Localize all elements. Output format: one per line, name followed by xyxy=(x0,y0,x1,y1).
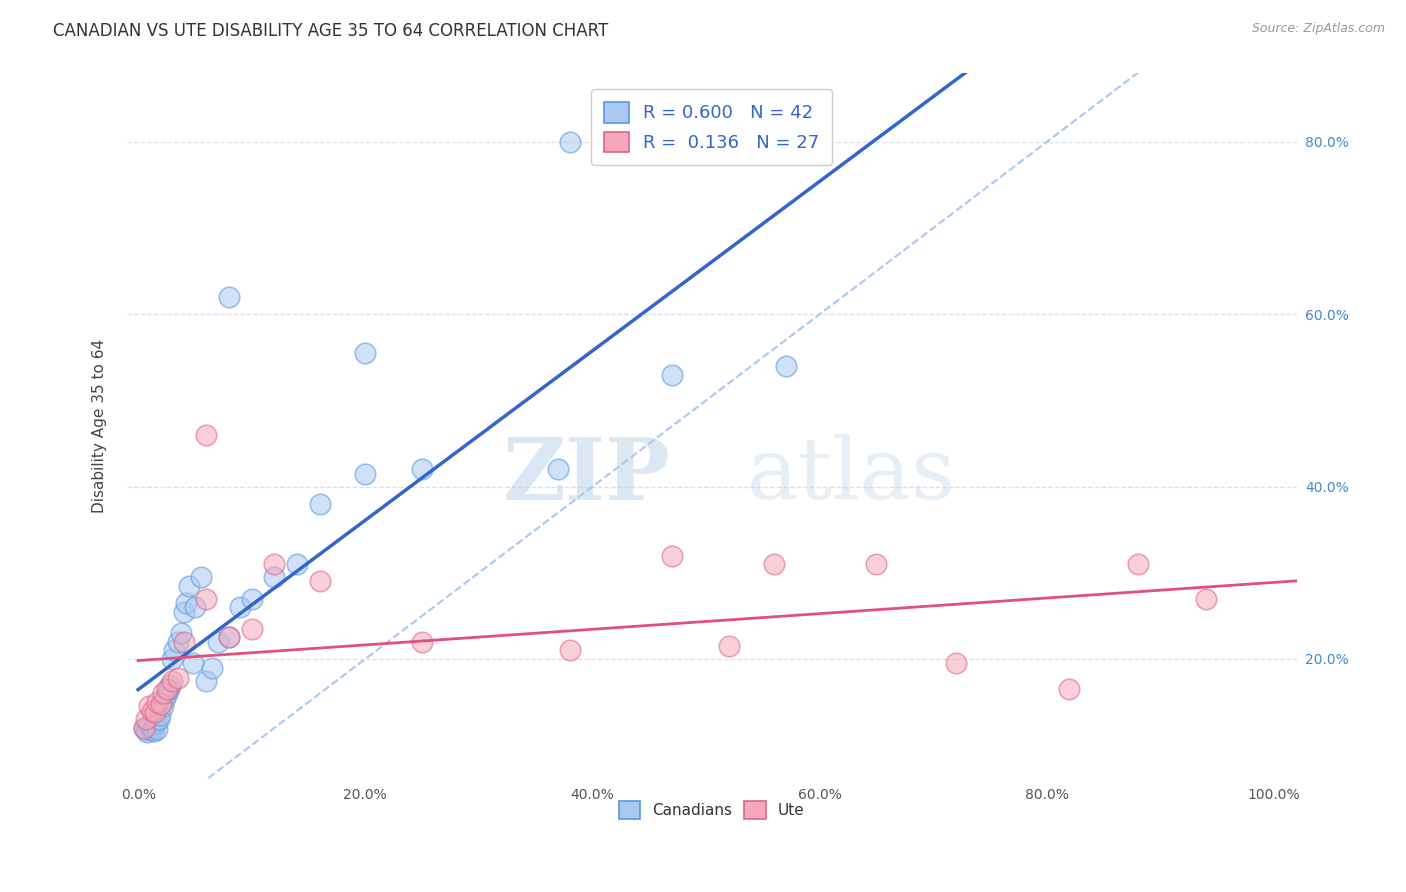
Point xyxy=(218,631,240,645)
Point xyxy=(170,626,193,640)
Point xyxy=(155,690,177,705)
Text: Source: ZipAtlas.com: Source: ZipAtlas.com xyxy=(1251,22,1385,36)
Point xyxy=(155,682,177,697)
Point xyxy=(411,634,433,648)
Point xyxy=(167,634,190,648)
Point xyxy=(174,596,197,610)
Point xyxy=(558,643,581,657)
Point xyxy=(775,359,797,373)
Point xyxy=(149,697,172,711)
Point xyxy=(143,716,166,731)
Point xyxy=(173,605,195,619)
Point xyxy=(218,290,240,304)
Point xyxy=(143,706,166,720)
Point xyxy=(201,660,224,674)
Point xyxy=(135,712,157,726)
Point xyxy=(661,549,683,563)
Point xyxy=(190,570,212,584)
Point xyxy=(141,723,163,737)
Point xyxy=(160,673,183,688)
Point xyxy=(148,712,170,726)
Point xyxy=(141,704,163,718)
Point xyxy=(1126,557,1149,571)
Point xyxy=(155,686,177,700)
Point xyxy=(207,634,229,648)
Point xyxy=(195,673,218,688)
Point xyxy=(146,722,169,736)
Point xyxy=(308,574,330,589)
Point xyxy=(157,682,180,697)
Point xyxy=(152,699,174,714)
Y-axis label: Disability Age 35 to 64: Disability Age 35 to 64 xyxy=(93,339,107,514)
Point xyxy=(308,497,330,511)
Point xyxy=(149,697,172,711)
Point xyxy=(354,346,377,360)
Text: CANADIAN VS UTE DISABILITY AGE 35 TO 64 CORRELATION CHART: CANADIAN VS UTE DISABILITY AGE 35 TO 64 … xyxy=(53,22,609,40)
Point xyxy=(173,634,195,648)
Point xyxy=(195,428,218,442)
Point xyxy=(143,724,166,739)
Text: ZIP: ZIP xyxy=(503,434,671,517)
Point xyxy=(160,652,183,666)
Point xyxy=(240,591,263,606)
Point xyxy=(146,695,169,709)
Point xyxy=(1195,591,1218,606)
Point xyxy=(763,557,786,571)
Point xyxy=(184,600,207,615)
Point xyxy=(945,657,967,671)
Point xyxy=(142,721,165,735)
Point xyxy=(138,719,160,733)
Point xyxy=(558,135,581,149)
Point xyxy=(132,721,155,735)
Point xyxy=(136,725,159,739)
Point xyxy=(661,368,683,382)
Point xyxy=(181,657,204,671)
Point xyxy=(717,639,740,653)
Point xyxy=(285,557,308,571)
Text: atlas: atlas xyxy=(747,434,956,517)
Point xyxy=(547,462,569,476)
Point xyxy=(159,678,181,692)
Point xyxy=(263,557,285,571)
Legend: Canadians, Ute: Canadians, Ute xyxy=(613,795,811,825)
Point xyxy=(138,699,160,714)
Point xyxy=(195,591,218,606)
Point xyxy=(145,714,167,728)
Point xyxy=(240,622,263,636)
Point xyxy=(1059,682,1081,697)
Point xyxy=(263,570,285,584)
Point xyxy=(179,579,201,593)
Point xyxy=(167,671,190,685)
Point xyxy=(218,631,240,645)
Point xyxy=(229,600,252,615)
Point xyxy=(411,462,433,476)
Point xyxy=(354,467,377,481)
Point xyxy=(132,721,155,735)
Point xyxy=(149,708,172,723)
Point xyxy=(152,686,174,700)
Point xyxy=(135,723,157,737)
Point xyxy=(865,557,887,571)
Point xyxy=(163,643,186,657)
